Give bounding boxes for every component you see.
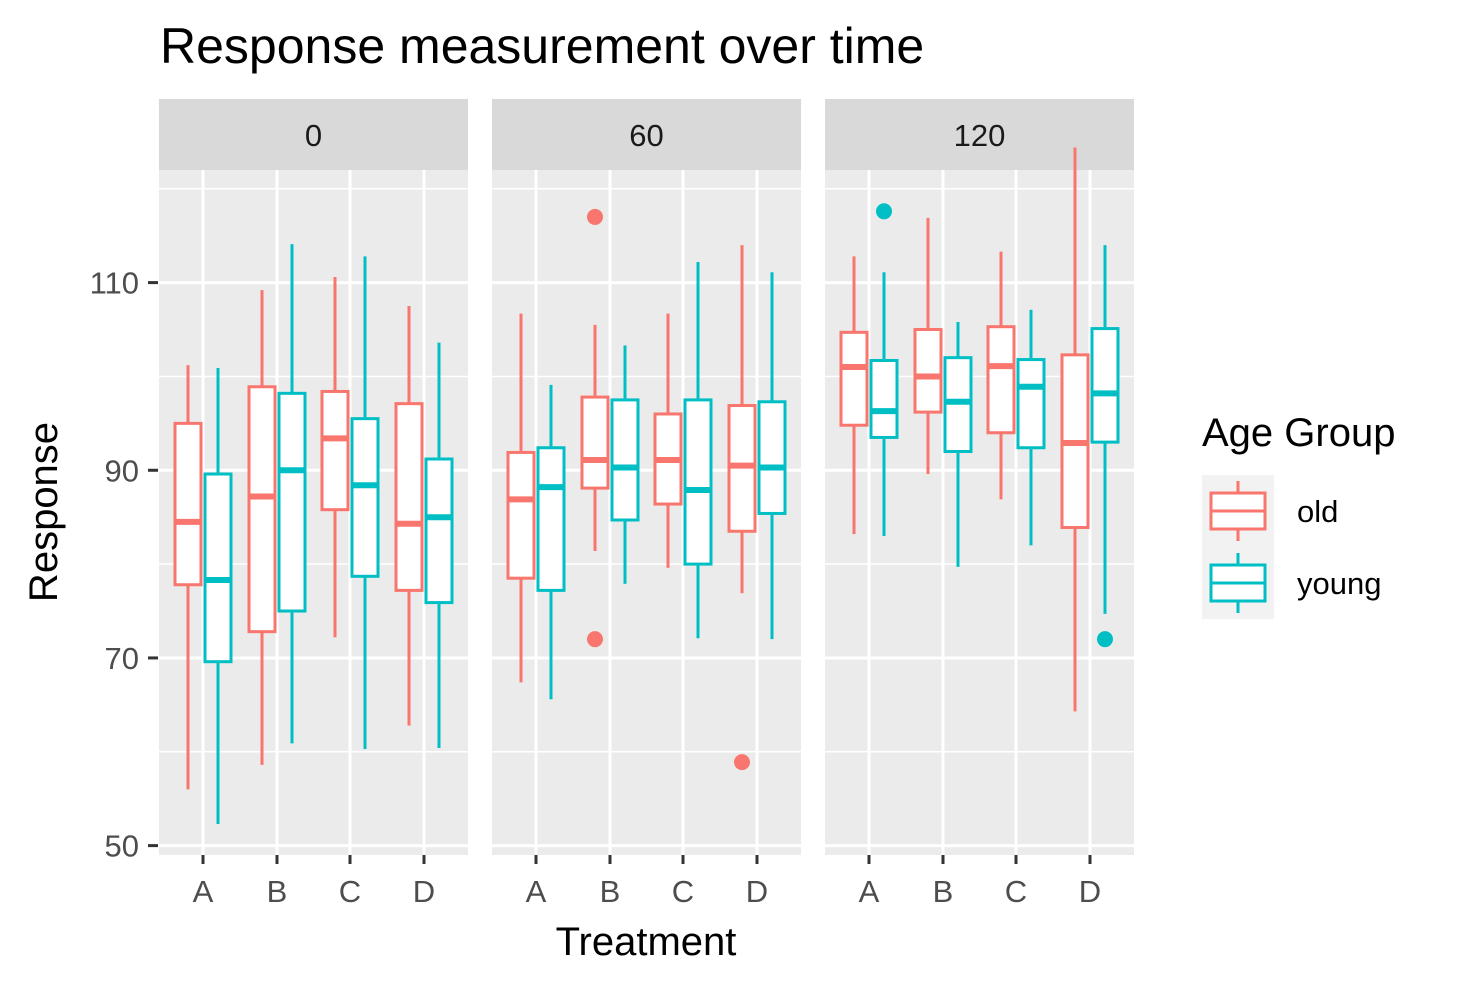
box-iqr (913, 328, 943, 414)
box-iqr (869, 358, 899, 439)
y-axis: 50 70 90 110 (90, 266, 158, 864)
box-young-D (424, 342, 454, 749)
facet-strip-label: 0 (305, 118, 322, 153)
box-iqr (683, 398, 713, 566)
box-iqr (1016, 358, 1046, 450)
box-old-A (173, 365, 203, 790)
x-tick-label: D (413, 874, 435, 909)
box-old-C (986, 251, 1016, 500)
box-young-D (757, 272, 787, 640)
box-old-A (506, 313, 536, 683)
outlier-point (876, 203, 892, 220)
box-iqr (506, 450, 536, 580)
facet-panel-120: 120 A B C D (825, 99, 1134, 909)
box-iqr (1090, 327, 1120, 444)
box-old-A (839, 256, 869, 535)
facet-panel-0: 0 A B C D (159, 99, 468, 909)
box-old-B (913, 217, 943, 475)
box-young-C (1016, 309, 1046, 546)
y-axis-title: Response (22, 422, 66, 602)
box-young-A (536, 384, 566, 700)
box-young-C (350, 256, 380, 749)
box-young-D (1090, 245, 1120, 648)
legend-title: Age Group (1202, 411, 1395, 455)
box-iqr (424, 457, 454, 605)
outlier-point (587, 208, 603, 225)
box-iqr (203, 472, 233, 664)
legend-keys: old young (1202, 475, 1381, 619)
legend: Age Group old young (1202, 411, 1395, 619)
x-tick-label: A (526, 874, 547, 909)
y-tick-label: 90 (105, 453, 139, 488)
box-young-A (869, 203, 899, 536)
x-tick-label: C (339, 874, 361, 909)
facet-strip-label: 120 (954, 118, 1006, 153)
box-iqr (247, 385, 277, 634)
box-young-C (683, 261, 713, 639)
y-tick-label: 50 (105, 829, 139, 864)
x-tick-label: C (672, 874, 694, 909)
box-iqr (173, 421, 203, 587)
y-tick-label: 110 (90, 266, 139, 301)
box-iqr (839, 330, 869, 427)
x-tick-label: D (1079, 874, 1101, 909)
box-old-B (247, 290, 277, 765)
x-tick-label: B (600, 874, 621, 909)
box-young-B (277, 244, 307, 744)
x-tick-label: D (746, 874, 768, 909)
x-tick-label: C (1005, 874, 1027, 909)
box-old-D (394, 306, 424, 726)
x-tick-label: B (933, 874, 954, 909)
box-iqr (580, 395, 610, 490)
chart-title: Response measurement over time (160, 18, 924, 74)
facet-strip (825, 99, 1134, 170)
box-iqr (986, 325, 1016, 435)
box-iqr (610, 398, 640, 522)
legend-label: old (1297, 494, 1338, 529)
box-young-B (943, 322, 973, 567)
facet-strip (492, 99, 801, 170)
box-old-C (320, 276, 350, 638)
legend-label: young (1297, 566, 1381, 601)
box-old-D (1060, 147, 1090, 712)
facet-strip-label: 60 (629, 118, 663, 153)
x-tick-label: A (193, 874, 214, 909)
x-axis-title: Treatment (556, 920, 737, 964)
outlier-point (587, 631, 603, 648)
outlier-point (734, 754, 750, 771)
facet-panels: 0 A B C D 60 A B C D 120 A B C D (159, 99, 1134, 909)
legend-item-old: old (1202, 475, 1338, 547)
x-tick-label: B (267, 874, 288, 909)
box-young-B (610, 345, 640, 584)
outlier-point (1097, 631, 1113, 648)
box-old-C (653, 313, 683, 568)
legend-item-young: young (1202, 547, 1381, 619)
box-iqr (757, 400, 787, 515)
box-iqr (394, 402, 424, 592)
facet-strip (159, 99, 468, 170)
y-tick-label: 70 (105, 641, 139, 676)
x-tick-label: A (859, 874, 880, 909)
box-old-D (727, 245, 757, 771)
box-old-B (580, 208, 610, 648)
box-iqr (350, 417, 380, 578)
box-iqr (536, 446, 566, 592)
facet-panel-60: 60 A B C D (492, 99, 801, 909)
box-young-A (203, 367, 233, 825)
box-iqr (320, 389, 350, 512)
box-iqr (277, 391, 307, 613)
